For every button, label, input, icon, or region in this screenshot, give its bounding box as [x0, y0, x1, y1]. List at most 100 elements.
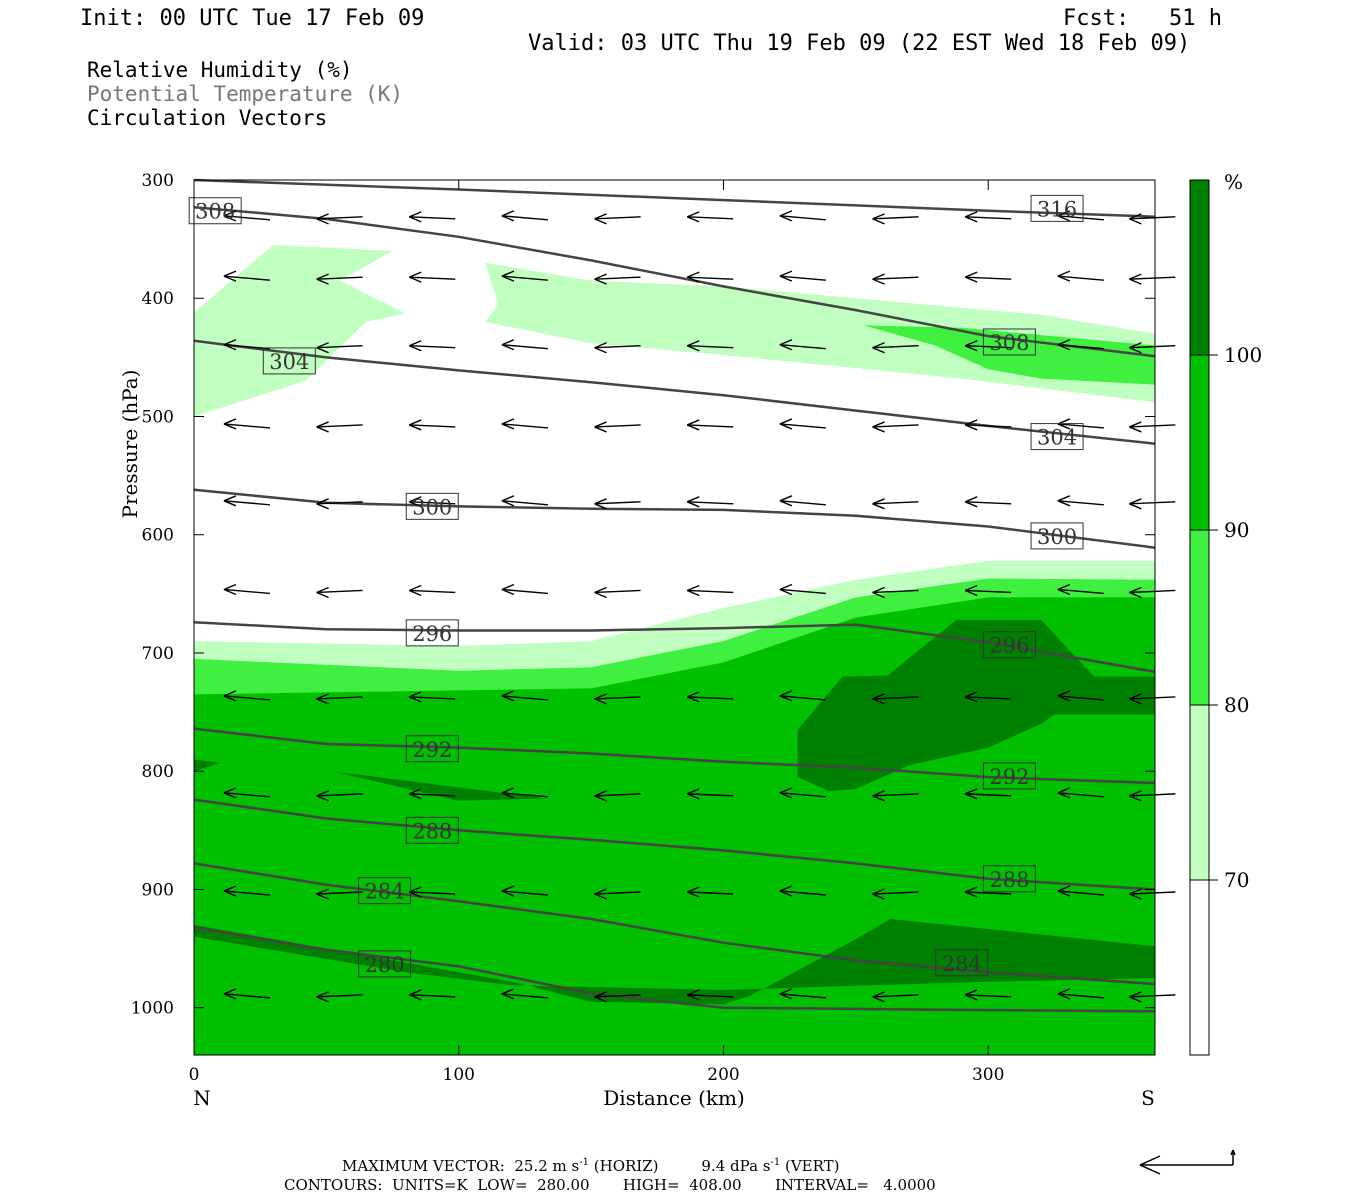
theta-label: 284	[942, 952, 982, 976]
vert-max-unit: (VERT)	[780, 1157, 840, 1175]
theta-label-box	[982, 328, 1036, 356]
circulation-vector	[408, 691, 456, 703]
circulation-vector	[779, 495, 826, 507]
theta-label: 300	[1037, 525, 1077, 549]
theta-contour-288	[193, 798, 1156, 891]
circulation-vector	[223, 210, 271, 222]
theta-label: 280	[365, 953, 405, 977]
circulation-vector	[316, 421, 363, 433]
forecast-hour: Fcst: 51 h	[1063, 6, 1222, 31]
y-tick-label: 600	[142, 526, 174, 546]
colorbar-90-swatch	[1190, 355, 1209, 530]
circulation-vector	[408, 989, 456, 1001]
circulation-vector	[872, 498, 919, 510]
theta-label-box	[1030, 194, 1084, 222]
field-vectors-label: Circulation Vectors	[87, 106, 328, 130]
contours-info: CONTOURS: UNITS=K LOW= 280.00 HIGH= 408.…	[284, 1176, 936, 1194]
circulation-vector	[408, 419, 456, 431]
circulation-vector	[316, 693, 363, 705]
circulation-vector	[316, 498, 363, 510]
colorbar-label-100: 100	[1224, 343, 1262, 367]
valid-time: Valid: 03 UTC Thu 19 Feb 09 (22 EST Wed …	[528, 31, 1191, 56]
circulation-vector	[779, 885, 826, 897]
circulation-vector	[594, 888, 641, 900]
circulation-vector	[223, 885, 271, 897]
theta-label: 304	[269, 350, 309, 374]
theta-label: 316	[1037, 197, 1077, 221]
circulation-vector	[501, 787, 548, 799]
circulation-vector	[501, 690, 548, 702]
circulation-vector	[1057, 690, 1104, 702]
circulation-vector	[223, 690, 271, 702]
x-tick-label: 200	[707, 1065, 739, 1085]
max-vector-label: MAXIMUM VECTOR:	[342, 1157, 505, 1175]
theta-label: 284	[365, 880, 405, 904]
field-theta-label: Potential Temperature (K)	[87, 82, 404, 106]
theta-contour-308	[193, 205, 1156, 358]
circulation-vector	[779, 418, 826, 430]
circulation-vector	[964, 584, 1012, 597]
circulation-vector	[872, 790, 919, 802]
circulation-vector	[501, 270, 548, 282]
circulation-vector	[1057, 885, 1104, 897]
circulation-vector	[872, 586, 919, 599]
plot-frame	[193, 179, 1156, 1056]
circulation-vector	[964, 886, 1012, 898]
theta-label: 300	[412, 495, 452, 519]
circulation-vector	[1129, 991, 1176, 1003]
y-axis-label: Pressure (hPa)	[118, 370, 142, 519]
rh-region-70-80-0	[194, 245, 406, 417]
theta-label: 288	[989, 868, 1029, 892]
circulation-vector	[316, 790, 363, 802]
circulation-vector	[223, 270, 271, 282]
theta-contour-292	[193, 727, 1156, 785]
circulation-vector	[686, 211, 734, 223]
circulation-vector	[223, 988, 271, 1000]
circulation-vector	[686, 340, 734, 352]
circulation-vector	[1129, 693, 1176, 705]
circulation-vector	[779, 690, 826, 702]
colorbar-unit: %	[1224, 170, 1243, 194]
circulation-vector	[501, 210, 548, 222]
circulation-vectors-layer	[223, 210, 1176, 1003]
circulation-vector	[316, 213, 363, 225]
circulation-vector	[594, 790, 641, 802]
circulation-vector	[686, 788, 734, 800]
colorbar-label-90: 90	[1224, 518, 1249, 542]
theta-contours-layer	[193, 178, 1156, 1013]
circulation-vector	[1129, 213, 1176, 225]
x-tick-label: 100	[443, 1065, 475, 1085]
circulation-vector	[408, 271, 456, 283]
circulation-vector	[501, 885, 548, 897]
circulation-vector	[408, 584, 456, 597]
circulation-vector	[686, 271, 734, 283]
circulation-vector	[964, 211, 1012, 223]
circulation-vector	[1129, 790, 1176, 802]
circulation-vector	[1057, 339, 1104, 351]
y-tick-label: 400	[142, 289, 174, 309]
circulation-vector	[686, 419, 734, 431]
circulation-vector	[316, 273, 363, 285]
theta-label-box	[1030, 522, 1084, 550]
north-label: N	[193, 1086, 211, 1110]
circulation-vector	[1057, 787, 1104, 799]
circulation-vector	[1129, 888, 1176, 900]
circulation-vector	[686, 691, 734, 703]
circulation-vector	[779, 787, 826, 799]
circulation-vector	[964, 691, 1012, 703]
circulation-vector	[1129, 342, 1176, 354]
theta-labels-layer: 316 308 308 304 304 300 300 296 296 292 292 288 288 2…	[188, 194, 1084, 978]
theta-contour-316	[193, 178, 1156, 218]
theta-label-box	[405, 816, 459, 844]
circulation-vector	[872, 693, 919, 705]
circulation-vector	[316, 888, 363, 900]
circulation-vector	[1129, 586, 1176, 599]
theta-contour-304	[193, 339, 1156, 445]
colorbar-100-swatch	[1190, 180, 1209, 355]
colorbar-frame	[1189, 179, 1210, 1056]
circulation-vector	[223, 583, 271, 596]
theta-label-box	[358, 877, 412, 905]
theta-label-box	[405, 619, 459, 647]
horiz-max-exponent: -1	[579, 1157, 589, 1168]
horiz-max-unit: (HORIZ)	[589, 1157, 659, 1175]
